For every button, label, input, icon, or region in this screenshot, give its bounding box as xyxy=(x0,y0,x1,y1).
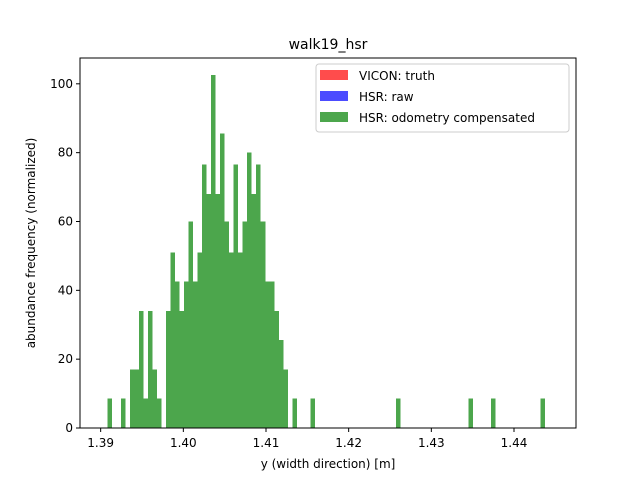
histogram-bar xyxy=(170,252,175,428)
histogram-bar xyxy=(260,221,266,428)
histogram-bar xyxy=(265,281,270,428)
histogram-bar xyxy=(251,193,257,428)
histogram-bar xyxy=(490,398,496,428)
y-tick-label: 20 xyxy=(58,352,73,366)
histogram-bar xyxy=(274,310,279,428)
histogram-bar xyxy=(215,193,221,428)
histogram-bar xyxy=(165,310,171,428)
histogram-bar xyxy=(197,252,203,428)
histogram-bar xyxy=(256,164,261,428)
x-tick-label: 1.40 xyxy=(170,436,197,450)
histogram-bar xyxy=(220,133,225,428)
histogram-bar xyxy=(107,398,112,428)
x-tick-label: 1.42 xyxy=(335,436,362,450)
histogram-bar xyxy=(247,152,252,428)
histogram-bar xyxy=(206,193,212,428)
y-tick-label: 40 xyxy=(58,283,73,297)
histogram-bar xyxy=(278,340,284,428)
histogram-bar xyxy=(202,164,207,428)
legend: VICON: truth HSR: raw HSR: odometry comp… xyxy=(315,63,570,133)
plot-area-frame xyxy=(79,57,577,429)
legend-label-hsr-raw: HSR: raw xyxy=(359,90,414,104)
histogram-bar xyxy=(129,369,135,428)
histogram-bar xyxy=(540,398,546,428)
histogram-bar xyxy=(242,221,248,428)
histogram-bars xyxy=(107,75,546,429)
histogram-bar xyxy=(283,369,288,428)
legend-label-vicon-truth: VICON: truth xyxy=(359,69,435,83)
legend-swatch-hsr-raw xyxy=(320,91,348,101)
x-axis-ticks: 1.39 1.40 1.41 1.42 1.43 1.44 xyxy=(87,428,527,450)
histogram-bar xyxy=(134,369,139,428)
x-tick-label: 1.43 xyxy=(418,436,445,450)
histogram-bar xyxy=(292,398,297,428)
histogram-bar xyxy=(269,281,275,428)
histogram-bar xyxy=(233,164,239,428)
histogram-bar xyxy=(229,252,234,428)
histogram-bar xyxy=(174,281,180,428)
x-tick-label: 1.41 xyxy=(253,436,280,450)
histogram-bar xyxy=(156,398,162,428)
x-tick-label: 1.39 xyxy=(87,436,114,450)
legend-box xyxy=(315,63,570,133)
y-tick-label: 100 xyxy=(50,77,73,91)
x-axis-label: y (width direction) [m] xyxy=(261,457,396,471)
histogram-bar xyxy=(143,398,148,428)
y-axis-label: abundance frequency (normalized) xyxy=(24,138,38,349)
y-tick-label: 80 xyxy=(58,146,73,160)
chart-title: walk19_hsr xyxy=(289,37,368,53)
y-tick-label: 0 xyxy=(65,421,73,435)
histogram-bar xyxy=(238,252,243,428)
histogram-bar xyxy=(138,310,144,428)
histogram-bar xyxy=(179,310,185,428)
x-tick-label: 1.44 xyxy=(501,436,528,450)
legend-label-hsr-odometry: HSR: odometry compensated xyxy=(359,111,535,125)
legend-swatch-hsr-odometry xyxy=(320,112,348,122)
histogram-bar xyxy=(147,310,153,428)
histogram-bar xyxy=(396,398,401,428)
legend-swatch-vicon-truth xyxy=(320,70,348,80)
histogram-bar xyxy=(211,75,216,429)
histogram-bar xyxy=(188,221,194,428)
histogram-bar xyxy=(184,281,189,428)
histogram-bar xyxy=(193,281,198,428)
histogram-bar xyxy=(152,369,157,428)
y-axis-ticks: 0 20 40 60 80 100 xyxy=(50,77,80,435)
histogram-bar xyxy=(468,398,473,428)
histogram-bar xyxy=(120,398,126,428)
histogram-bar xyxy=(224,221,230,428)
histogram-bar xyxy=(310,398,315,428)
y-tick-label: 60 xyxy=(58,214,73,228)
